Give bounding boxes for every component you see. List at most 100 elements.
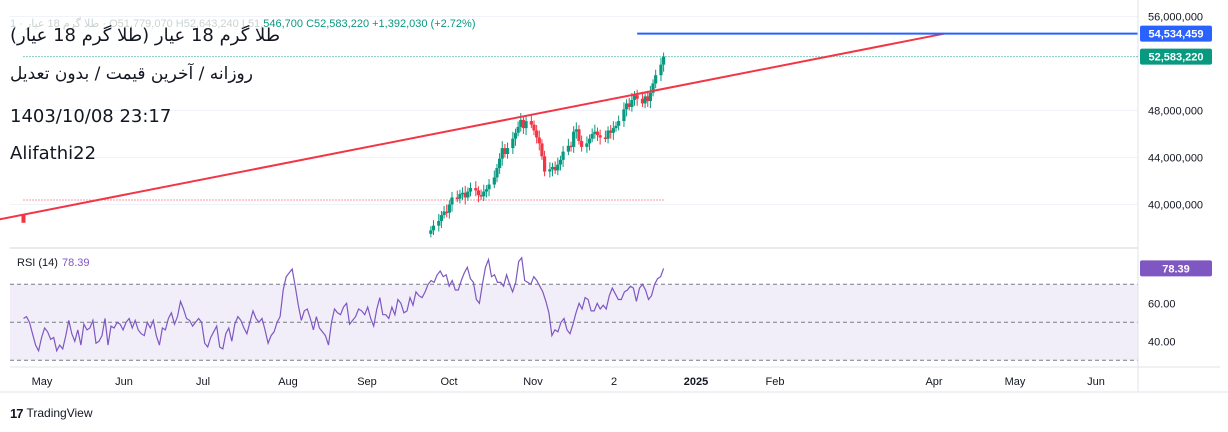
candle xyxy=(561,151,565,160)
candle xyxy=(519,119,523,127)
candle xyxy=(598,135,602,138)
candle xyxy=(516,126,520,133)
candle xyxy=(643,96,647,104)
candle xyxy=(595,131,600,136)
candle xyxy=(429,230,433,234)
time-tick-label: Apr xyxy=(925,376,942,388)
candle xyxy=(550,166,555,170)
candle xyxy=(437,220,441,226)
rsi-tick-label: 40.00 xyxy=(1148,336,1176,348)
time-tick-label: Jul xyxy=(196,376,210,388)
candle xyxy=(577,129,581,142)
candle xyxy=(447,204,451,213)
candle xyxy=(450,197,454,205)
candlestick-series xyxy=(21,52,666,238)
candle xyxy=(500,148,504,159)
candle xyxy=(487,184,491,190)
candle xyxy=(458,193,462,199)
price-tick-label: 44,000,000 xyxy=(1148,152,1203,164)
candle xyxy=(648,92,652,102)
candle xyxy=(632,95,637,100)
candle xyxy=(492,177,496,185)
drawings[interactable] xyxy=(0,32,1138,221)
time-axis[interactable]: May Jun Jul Aug Sep Oct Nov 2 2025 Feb Apr May Jun xyxy=(32,376,1105,388)
candle xyxy=(609,130,613,133)
candle xyxy=(617,121,621,126)
time-tick-label: Feb xyxy=(766,376,785,388)
candle xyxy=(466,191,470,198)
ohlc-low-tail: 546,700 xyxy=(263,18,303,30)
candle xyxy=(529,121,533,125)
candle xyxy=(580,141,584,147)
tradingview-logo-icon: 17 xyxy=(10,405,24,421)
rsi-value-label: 78.39 xyxy=(1162,263,1190,275)
rsi-legend-title: RSI (14) xyxy=(17,257,58,269)
candle xyxy=(640,98,645,104)
candle xyxy=(558,159,563,165)
candle xyxy=(442,211,446,216)
candle xyxy=(662,56,666,65)
ohlc-change: +1,392,030 (+2.72%) xyxy=(372,18,476,30)
chart-title: طلا گرم 18 عیار (طلا گرم 18 عیار) xyxy=(10,25,281,46)
candle xyxy=(627,103,631,107)
time-tick-label: 2 xyxy=(611,376,617,388)
last-price-label: 52,583,220 xyxy=(1148,52,1203,64)
candle xyxy=(540,143,544,157)
price-tick-label: 40,000,000 xyxy=(1148,200,1203,212)
candle xyxy=(460,192,465,195)
candle xyxy=(513,132,518,139)
candle xyxy=(524,121,528,129)
candle xyxy=(624,103,629,110)
candle xyxy=(445,211,449,214)
trendline xyxy=(0,32,945,221)
author-label: Alifathi22 xyxy=(10,143,97,164)
price-tick-label: 56,000,000 xyxy=(1148,11,1203,23)
candle xyxy=(593,131,597,134)
tradingview-logo[interactable]: 17 TradingView xyxy=(10,405,93,421)
candle xyxy=(476,190,481,196)
rsi-legend[interactable]: RSI (14) 78.39 xyxy=(17,257,90,269)
time-tick-label: May xyxy=(32,376,53,388)
candle xyxy=(463,192,467,198)
candle xyxy=(556,164,560,171)
candle xyxy=(495,168,499,178)
candle xyxy=(611,128,615,133)
candle xyxy=(566,145,570,152)
candle xyxy=(484,189,488,192)
time-tick-label: 2025 xyxy=(684,376,708,388)
rsi-line xyxy=(23,256,665,353)
candle xyxy=(511,138,515,149)
candle xyxy=(431,225,436,231)
time-tick-label: Sep xyxy=(357,376,377,388)
candle xyxy=(439,215,444,221)
candle xyxy=(542,156,547,172)
time-tick-label: Jun xyxy=(115,376,133,388)
datetime-label: 1403/10/08 23:17 xyxy=(10,106,172,127)
candle xyxy=(503,148,507,154)
ohlc-close: C52,583,220 xyxy=(306,18,370,30)
last-price-label-box xyxy=(1140,48,1212,65)
candle xyxy=(646,96,650,102)
rsi-tick-label: 60.00 xyxy=(1148,298,1176,310)
candle xyxy=(572,131,576,147)
candle xyxy=(505,148,510,154)
candle xyxy=(535,130,539,138)
chart-subtitle: روزانه / آخرین قیمت / بدون تعدیل xyxy=(10,64,253,84)
candle xyxy=(574,129,578,132)
candle xyxy=(603,137,608,140)
candle xyxy=(548,169,552,172)
candle xyxy=(532,124,536,131)
time-tick-label: Oct xyxy=(440,376,457,388)
time-tick-label: May xyxy=(1005,376,1026,388)
rsi-axis[interactable]: 60.00 40.00 xyxy=(1148,298,1176,348)
candle xyxy=(474,188,478,191)
candle xyxy=(614,125,618,129)
ohlc-faded: طلا گرم 18 عیار · 1 · O51,779,070 H52,64… xyxy=(10,18,264,30)
ohlc-legend: طلا گرم 18 عیار · 1 · O51,779,070 H52,64… xyxy=(10,17,475,30)
candle xyxy=(498,158,502,169)
candle xyxy=(537,137,541,144)
price-axis[interactable]: 56,000,000 48,000,000 44,000,000 40,000,000 xyxy=(1148,11,1203,211)
candle xyxy=(651,83,655,93)
rsi-series xyxy=(23,256,665,353)
